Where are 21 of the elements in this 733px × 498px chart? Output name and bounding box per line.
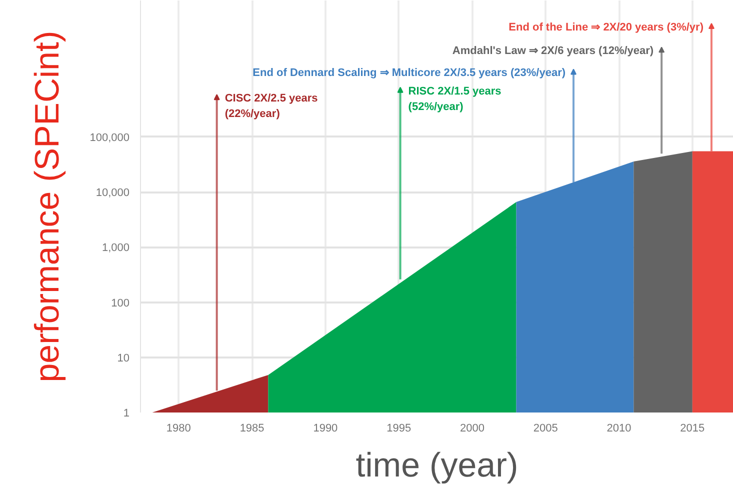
y-tick-label: 1,000 [102,242,130,254]
x-tick-label: 1990 [313,422,338,434]
x-axis-title: time (year) [356,446,518,484]
y-tick-label: 10 [117,352,130,364]
y-tick-label: 100 [111,297,130,310]
annotation: End of Dennard Scaling ⇒ Multicore 2X/3.5 years (23%/year) [252,67,566,80]
x-tick-label: 1995 [386,422,412,434]
x-tick-label: 2015 [680,422,705,434]
y-axis-title: performance (SPECint) [28,30,67,382]
annotation: End of the Line ⇒ 2X/20 years (3%/yr) [508,21,704,34]
annotation: Amdahl's Law ⇒ 2X/6 years (12%/year) [452,45,654,58]
x-tick-label: 2005 [533,422,558,434]
x-tick-label: 1985 [240,422,264,434]
x-tick-label: 2000 [460,422,484,434]
y-tick-label: 10,000 [96,187,130,200]
annotation: CISC 2X/2.5 years (22%/year) [224,92,318,120]
y-tick-label: 1 [123,408,130,420]
x-tick-label: 1980 [166,422,191,434]
annotation: RISC 2X/1.5 years (52%/year) [408,85,502,113]
x-tick-label: 2010 [606,422,632,434]
y-tick-label: 100,000 [90,132,130,144]
